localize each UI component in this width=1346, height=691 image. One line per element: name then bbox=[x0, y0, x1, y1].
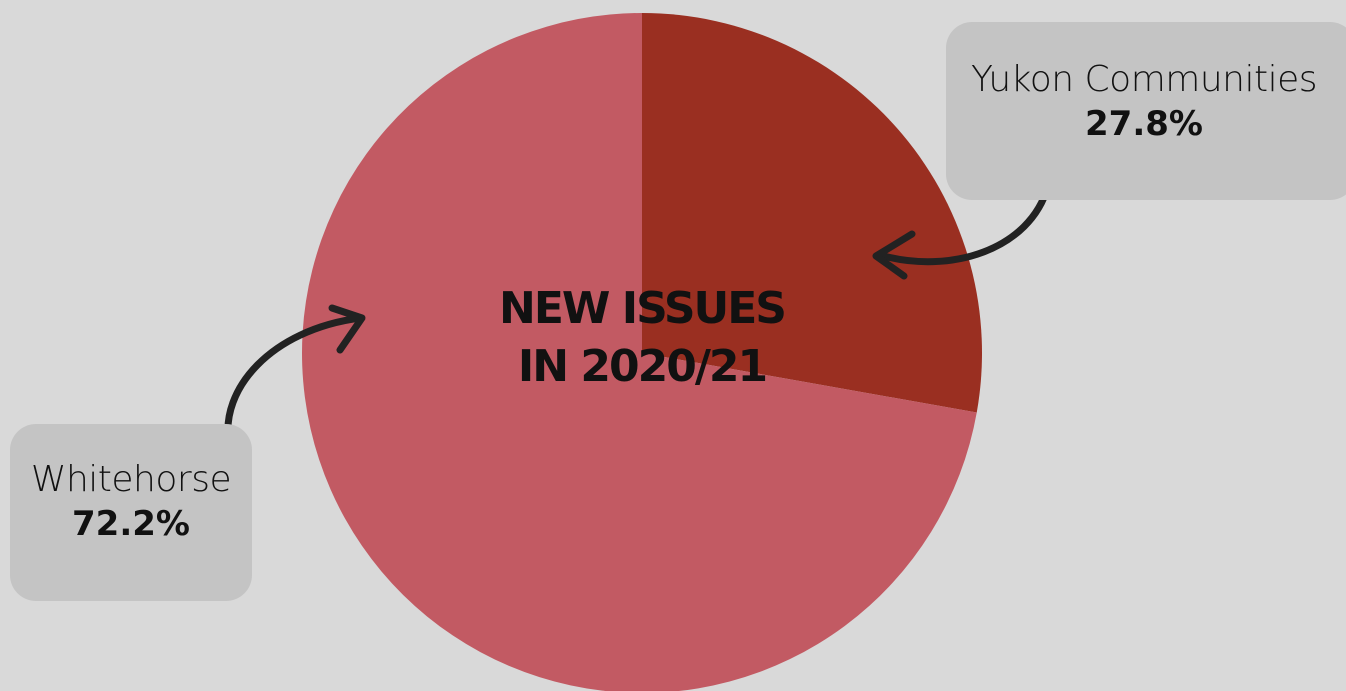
arrowhead-icon bbox=[328, 304, 366, 354]
pie-slice-whitehorse bbox=[302, 13, 977, 691]
arrowhead-icon bbox=[872, 230, 916, 280]
callout-whitehorse: Whitehorse 72.2% bbox=[10, 424, 252, 601]
callout-yukon-communities: Yukon Communities 27.8% bbox=[946, 22, 1346, 200]
slice-label: Yukon Communities bbox=[971, 59, 1317, 100]
chart-title-line: IN 2020/21 bbox=[517, 341, 768, 392]
arrow-icon bbox=[224, 314, 364, 446]
chart-title: NEW ISSUES IN 2020/21 bbox=[440, 280, 844, 396]
pie-slice-yukon-communities bbox=[642, 13, 982, 413]
arrow-icon bbox=[876, 182, 1052, 266]
chart-title-line: NEW ISSUES bbox=[499, 283, 787, 334]
slice-label: Whitehorse bbox=[30, 459, 232, 500]
slice-value-label: 27.8% bbox=[1085, 104, 1203, 144]
slice-value-label: 72.2% bbox=[72, 504, 190, 544]
